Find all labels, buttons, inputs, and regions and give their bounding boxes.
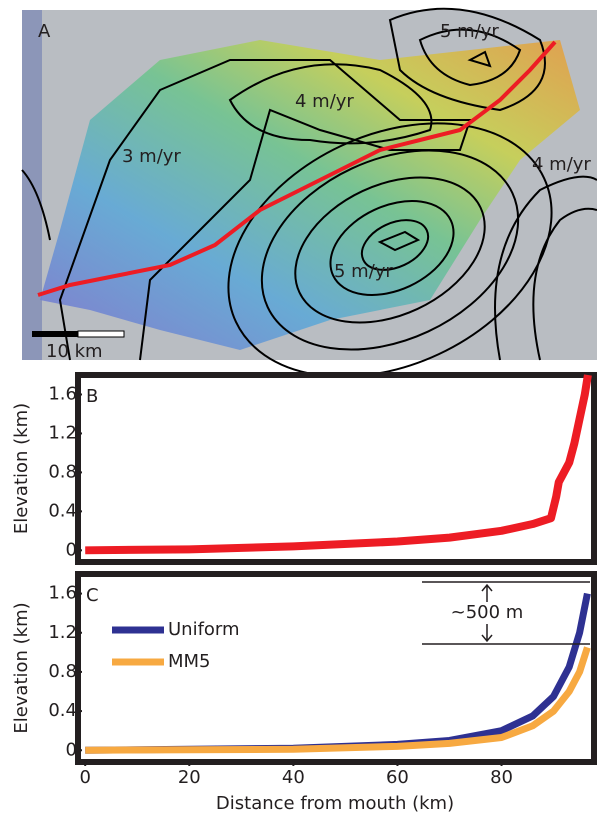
contour-label: 5 m/yr — [440, 21, 499, 42]
line — [85, 646, 591, 754]
scale-bar-white — [77, 330, 125, 338]
scale-bar-black — [32, 331, 78, 337]
plot-frame — [75, 372, 597, 565]
x-tick-label: 20 — [178, 767, 201, 788]
y-tick-label: 0.8 — [48, 661, 77, 682]
y-axis-label: Elevation (km) — [11, 602, 32, 733]
map-panel: A 5 m/yr 4 m/yr 3 m/yr 4 m/yr 5 m/yr 10 … — [21, 7, 597, 378]
legend-label: MM5 — [168, 651, 211, 672]
annotation-arrow — [481, 583, 493, 602]
x-tick-label: 60 — [386, 767, 409, 788]
y-tick-label: 0.4 — [48, 500, 77, 521]
y-tick-label: 1.6 — [48, 583, 77, 604]
x-axis-label: Distance from mouth (km) — [216, 793, 454, 814]
contour-label: 3 m/yr — [122, 146, 181, 167]
panel-label: B — [86, 386, 98, 407]
y-tick-label: 0 — [66, 539, 77, 560]
line — [85, 374, 592, 555]
river — [37, 40, 557, 297]
contour-label: 5 m/yr — [334, 261, 393, 282]
plot-frame — [75, 571, 597, 765]
x-tick-label: 40 — [282, 767, 305, 788]
contours — [21, 7, 597, 378]
y-tick-label: 1.2 — [48, 622, 77, 643]
x-tick-label: 0 — [79, 767, 90, 788]
y-tick-label: 0.4 — [48, 700, 77, 721]
annotation-arrow — [481, 624, 493, 643]
y-axis-label: Elevation (km) — [11, 403, 32, 534]
annotation: ~500 m — [451, 602, 524, 623]
y-tick-label: 1.2 — [48, 422, 77, 443]
legend-label: Uniform — [168, 619, 240, 640]
contour-label: 4 m/yr — [532, 154, 591, 175]
panel-label: C — [86, 585, 99, 606]
y-tick-label: 0.8 — [48, 461, 77, 482]
x-tick-label: 80 — [490, 767, 513, 788]
y-tick-label: 1.6 — [48, 383, 77, 404]
y-tick-label: 0 — [66, 739, 77, 760]
contour-label: 4 m/yr — [295, 91, 354, 112]
panel-label: A — [38, 21, 51, 42]
scale-bar-label: 10 km — [46, 341, 103, 362]
